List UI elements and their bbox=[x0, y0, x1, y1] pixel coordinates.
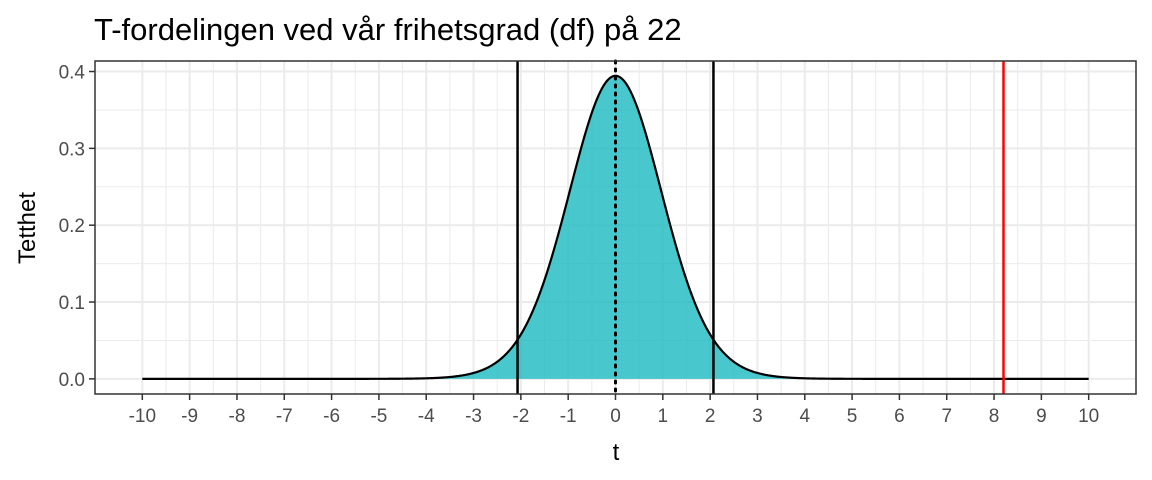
y-axis-label: Tetthet bbox=[14, 192, 41, 264]
x-tick-label: -9 bbox=[181, 406, 198, 427]
y-axis: 0.0 0.1 0.2 0.3 0.4 bbox=[59, 63, 95, 391]
x-tick-label: 10 bbox=[1078, 406, 1099, 427]
x-tick-label: 4 bbox=[799, 406, 810, 427]
x-tick-label: 5 bbox=[847, 406, 858, 427]
chart-title: T-fordelingen ved vår frihetsgrad (df) p… bbox=[94, 12, 682, 47]
x-tick-label: 2 bbox=[705, 406, 716, 427]
x-tick-label: -8 bbox=[229, 406, 246, 427]
x-tick-label: -5 bbox=[370, 406, 387, 427]
x-axis: -10 -9 -8 -7 -6 -5 -4 -3 -2 -1 0 1 2 3 4 5 6 7 8 9 10 bbox=[129, 394, 1099, 427]
x-tick-label: -2 bbox=[512, 406, 529, 427]
x-tick-label: -1 bbox=[560, 406, 577, 427]
x-tick-label: 7 bbox=[941, 406, 952, 427]
x-tick-label: 1 bbox=[658, 406, 669, 427]
x-tick-label: -10 bbox=[129, 406, 156, 427]
x-tick-label: 0 bbox=[610, 406, 621, 427]
x-tick-label: -6 bbox=[323, 406, 340, 427]
y-tick-label: 0.1 bbox=[59, 293, 85, 314]
y-tick-label: 0.4 bbox=[59, 63, 86, 84]
y-tick-label: 0.0 bbox=[59, 370, 85, 391]
x-tick-label: 3 bbox=[752, 406, 763, 427]
x-tick-label: 6 bbox=[894, 406, 905, 427]
x-tick-label: -3 bbox=[465, 406, 482, 427]
x-tick-label: 9 bbox=[1036, 406, 1047, 427]
x-tick-label: 8 bbox=[989, 406, 1000, 427]
y-tick-label: 0.3 bbox=[59, 139, 85, 160]
vertical-lines bbox=[516, 59, 1005, 396]
x-tick-label: -7 bbox=[276, 406, 293, 427]
x-tick-label: -4 bbox=[418, 406, 435, 427]
y-tick-label: 0.2 bbox=[59, 216, 85, 237]
density-fill-area bbox=[426, 75, 805, 379]
x-axis-label: t bbox=[613, 439, 620, 466]
grid-minor bbox=[95, 61, 1136, 394]
